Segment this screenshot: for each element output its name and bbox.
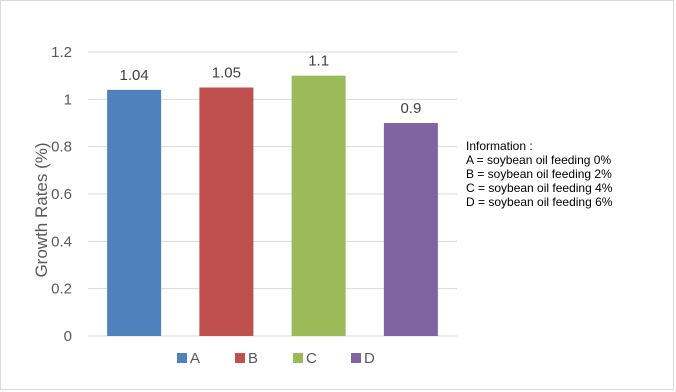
data-label-b: 1.05 [212,65,241,82]
legend: A B C D [177,350,375,367]
legend-swatch-d [351,353,361,363]
legend-label-a: A [190,350,200,367]
info-line-d: D = soybean oil feeding 6% [466,195,613,209]
data-label-c: 1.1 [308,53,329,70]
y-tick-label: 0 [64,328,72,345]
legend-label-b: B [248,350,258,367]
legend-swatch-b [235,353,245,363]
y-axis-title: Growth Rates (%) [32,142,51,277]
legend-label-c: C [306,350,317,367]
bars [107,75,438,337]
y-tick-label: 1 [64,91,72,108]
info-line-a: A = soybean oil feeding 0% [466,153,612,167]
info-heading: Information : [466,139,533,153]
legend-label-d: D [364,350,375,367]
bar-d [383,123,438,336]
legend-swatch-a [177,353,187,363]
legend-swatch-c [293,353,303,363]
y-tick-label: 0.6 [51,186,72,203]
data-labels: 1.04 1.05 1.1 0.9 [120,53,422,117]
y-axis-ticks: 0 0.2 0.4 0.6 0.8 1 1.2 [51,44,72,345]
info-box: Information : A = soybean oil feeding 0%… [466,139,666,209]
bar-c [291,75,346,337]
bar-a [107,89,162,336]
y-tick-label: 1.2 [51,44,72,61]
y-tick-label: 0.4 [51,233,72,250]
data-label-a: 1.04 [120,67,149,84]
info-line-c: C = soybean oil feeding 4% [466,181,613,195]
info-line-b: B = soybean oil feeding 2% [466,167,612,181]
y-tick-label: 0.8 [51,139,72,156]
y-tick-label: 0.2 [51,281,72,298]
data-label-d: 0.9 [400,100,421,117]
bar-b [199,87,254,336]
